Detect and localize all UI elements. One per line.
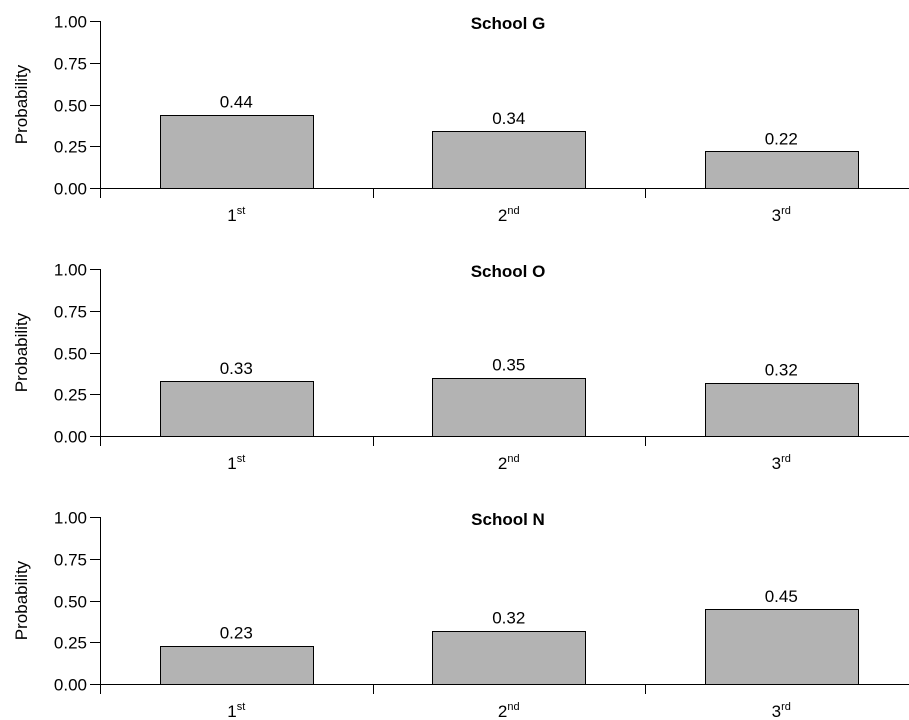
y-axis-label: Probability — [12, 560, 31, 640]
bar-value-label: 0.23 — [220, 624, 253, 643]
x-category-label-base: 3 — [772, 206, 781, 225]
y-tick-label: 0.75 — [54, 55, 87, 74]
x-category-label-suffix: rd — [781, 205, 791, 217]
x-category-label-base: 2 — [498, 702, 507, 720]
y-tick-label: 0.50 — [54, 97, 87, 116]
y-tick-label: 1.00 — [54, 13, 87, 32]
x-category-label: 2nd — [498, 701, 520, 720]
x-category-label: 2nd — [498, 453, 520, 473]
x-category-label-suffix: st — [237, 205, 246, 217]
x-category-label: 2nd — [498, 205, 520, 225]
bar-2 — [705, 609, 859, 685]
x-category-label-base: 1 — [227, 206, 236, 225]
y-tick-label: 0.50 — [54, 593, 87, 612]
x-category-label: 1st — [227, 205, 245, 225]
y-tick-label: 0.00 — [54, 180, 87, 199]
x-category-label-suffix: nd — [507, 453, 519, 465]
bar-1 — [432, 378, 586, 437]
x-category-label-base: 1 — [227, 454, 236, 473]
bar-value-label: 0.33 — [220, 359, 253, 378]
bar-0 — [160, 381, 314, 437]
y-tick-label: 1.00 — [54, 261, 87, 280]
x-category-label: 1st — [227, 453, 245, 473]
panel-title: School G — [471, 14, 546, 33]
x-category-label-base: 2 — [498, 454, 507, 473]
x-category-label-base: 1 — [227, 702, 236, 720]
bar-value-label: 0.32 — [765, 361, 798, 380]
bar-0 — [160, 646, 314, 685]
bar-value-label: 0.34 — [492, 109, 525, 128]
x-category-label-suffix: nd — [507, 205, 519, 217]
y-tick-label: 0.25 — [54, 634, 87, 653]
y-tick-label: 1.00 — [54, 509, 87, 528]
x-category-label-suffix: st — [237, 453, 246, 465]
x-category-label-base: 3 — [772, 702, 781, 720]
chart-panel-1: School O Probability 0.00 0.25 0.50 0.75 1.00 0… — [12, 261, 909, 473]
x-category-label: 3rd — [772, 453, 791, 473]
y-tick-label: 0.25 — [54, 138, 87, 157]
x-category-label: 3rd — [772, 701, 791, 720]
y-tick-label: 0.75 — [54, 303, 87, 322]
x-category-label-base: 3 — [772, 454, 781, 473]
bar-value-label: 0.45 — [765, 587, 798, 606]
bar-value-label: 0.32 — [492, 609, 525, 628]
x-category-label-base: 2 — [498, 206, 507, 225]
chart-panel-0: School G Probability 0.00 0.25 0.50 0.75 1.00 0… — [12, 13, 909, 225]
y-tick-label: 0.50 — [54, 345, 87, 364]
bar-value-label: 0.35 — [492, 356, 525, 375]
y-axis-label: Probability — [12, 64, 31, 144]
bar-1 — [432, 131, 586, 189]
bar-2 — [705, 151, 859, 189]
x-category-label-suffix: st — [237, 701, 246, 713]
x-category-label-suffix: nd — [507, 701, 519, 713]
bar-1 — [432, 631, 586, 685]
bar-value-label: 0.22 — [765, 129, 798, 148]
y-tick-label: 0.00 — [54, 428, 87, 447]
bar-value-label: 0.44 — [220, 93, 253, 112]
y-tick-label: 0.75 — [54, 551, 87, 570]
y-axis-label: Probability — [12, 312, 31, 392]
chart-panel-2: School N Probability 0.00 0.25 0.50 0.75 1.00 0… — [12, 509, 909, 720]
x-category-label-suffix: rd — [781, 453, 791, 465]
x-category-label: 3rd — [772, 205, 791, 225]
panel-title: School N — [471, 510, 545, 529]
y-tick-label: 0.25 — [54, 386, 87, 405]
y-tick-label: 0.00 — [54, 676, 87, 695]
bar-2 — [705, 383, 859, 437]
panel-title: School O — [471, 262, 546, 281]
bar-0 — [160, 115, 314, 189]
x-category-label-suffix: rd — [781, 701, 791, 713]
x-category-label: 1st — [227, 701, 245, 720]
